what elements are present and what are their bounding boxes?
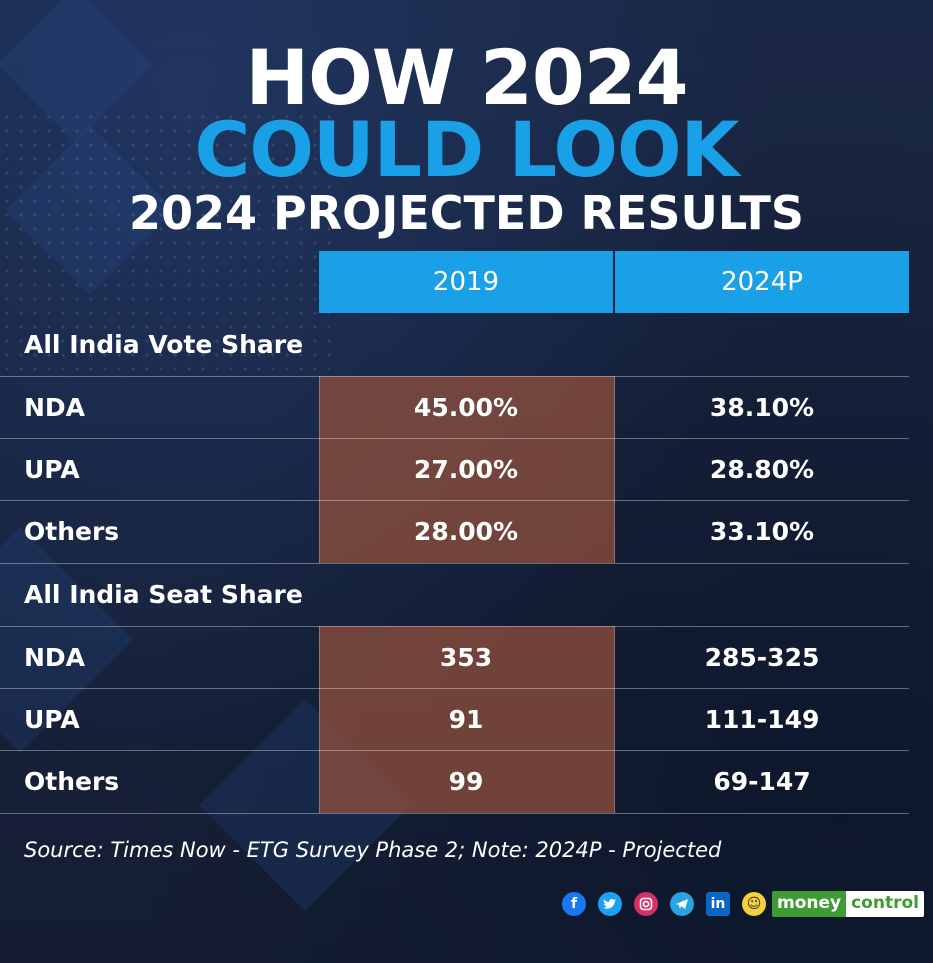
linkedin-icon[interactable]: in	[706, 892, 730, 916]
twitter-icon[interactable]	[598, 892, 622, 916]
cell-2024p: 285-325	[704, 642, 820, 672]
row-divider	[0, 438, 909, 439]
cell-2019: 27.00%	[413, 454, 519, 484]
logo-part-control: control	[846, 891, 924, 917]
cell-2019: 45.00%	[413, 392, 519, 422]
row-divider	[0, 688, 909, 689]
row-divider	[0, 376, 909, 377]
table-row: Others 28.00% 33.10%	[0, 500, 933, 562]
headline-subtitle: 2024 PROJECTED RESULTS	[128, 186, 805, 240]
column-header-2019: 2019	[319, 251, 613, 313]
row-label: NDA	[24, 642, 86, 672]
koo-icon[interactable]: ☺	[742, 892, 766, 916]
table-row: NDA 353 285-325	[0, 626, 933, 688]
cell-2019: 99	[448, 766, 484, 796]
table-row: NDA 45.00% 38.10%	[0, 376, 933, 438]
bg-dot-pattern	[0, 110, 330, 370]
row-divider	[0, 813, 909, 814]
facebook-icon[interactable]: f	[562, 892, 586, 916]
table-row: UPA 91 111-149	[0, 688, 933, 750]
cell-2024p: 69-147	[713, 766, 811, 796]
row-label: UPA	[24, 454, 80, 484]
cell-2024p: 33.10%	[709, 516, 815, 546]
cell-2024p: 111-149	[704, 704, 820, 734]
row-divider	[0, 750, 909, 751]
table-row: Others 99 69-147	[0, 750, 933, 812]
cell-2019: 28.00%	[413, 516, 519, 546]
highlight-2019-seat-share	[319, 626, 615, 813]
headline-line1: HOW 2024	[245, 33, 688, 122]
column-header-2024p: 2024P	[615, 251, 909, 313]
instagram-icon[interactable]	[634, 892, 658, 916]
source-note: Source: Times Now - ETG Survey Phase 2; …	[24, 838, 722, 862]
row-divider	[0, 500, 909, 501]
cell-2019: 353	[439, 642, 493, 672]
section-title-seat-share: All India Seat Share	[24, 580, 303, 609]
highlight-2019-vote-share	[319, 376, 615, 563]
telegram-icon[interactable]	[670, 892, 694, 916]
moneycontrol-logo: money control	[772, 891, 924, 917]
row-label: NDA	[24, 392, 86, 422]
row-label: UPA	[24, 704, 80, 734]
row-divider	[0, 626, 909, 627]
table-row: UPA 27.00% 28.80%	[0, 438, 933, 500]
row-label: Others	[24, 766, 120, 796]
row-label: Others	[24, 516, 120, 546]
row-divider	[0, 563, 909, 564]
cell-2019: 91	[448, 704, 484, 734]
section-title-vote-share: All India Vote Share	[24, 330, 304, 359]
cell-2024p: 28.80%	[709, 454, 815, 484]
social-icons: f in ☺	[562, 892, 766, 916]
headline-line2: COULD LOOK	[194, 105, 740, 194]
logo-part-money: money	[772, 891, 847, 917]
cell-2024p: 38.10%	[709, 392, 815, 422]
